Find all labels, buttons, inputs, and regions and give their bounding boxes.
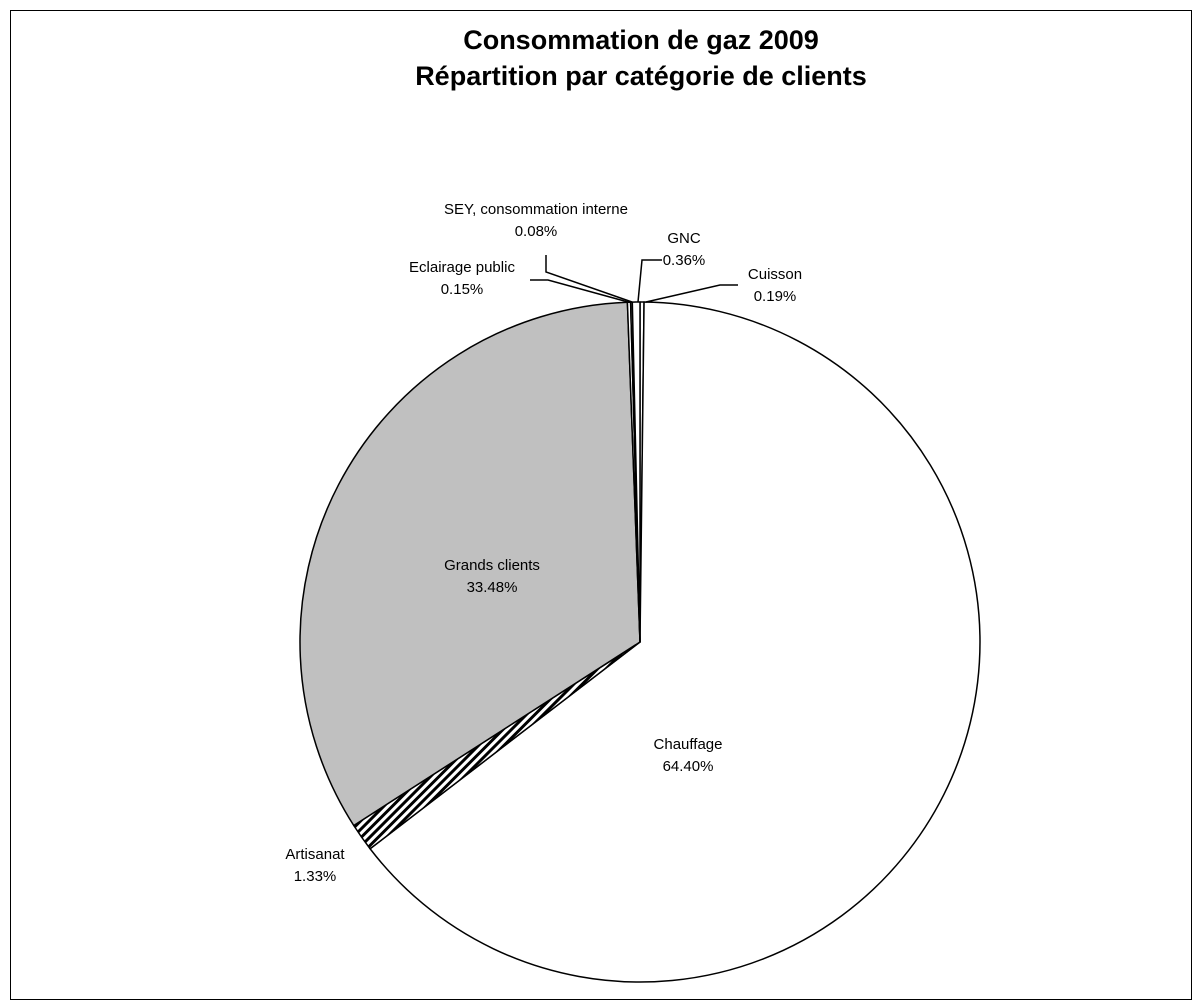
pie-slices [299, 301, 981, 983]
slice-value-sey-consommation-interne: 0.08% [515, 223, 558, 240]
leader-line-eclairage-public [530, 279, 629, 303]
slice-value-chauffage: 64.40% [663, 758, 714, 775]
slice-label-chauffage: Chauffage 64.40% [654, 736, 723, 775]
slice-category-chauffage: Chauffage [654, 736, 723, 753]
slice-label-gnc: GNC 0.36% [663, 230, 706, 269]
chart-title: Consommation de gaz 2009 [463, 25, 819, 55]
slice-value-gnc: 0.36% [663, 252, 706, 269]
leader-line-sey-consommation-interne [545, 255, 633, 303]
slice-label-grands-clients: Grands clients 33.48% [444, 557, 540, 596]
slice-category-grands-clients: Grands clients [444, 557, 540, 574]
pie-slice-grands-clients [299, 301, 641, 827]
slice-label-sey-consommation-interne: SEY, consommation interne 0.08% [444, 201, 628, 240]
slice-label-eclairage-public: Eclairage public 0.15% [409, 259, 515, 298]
chart-subtitle: Répartition par catégorie de clients [415, 61, 867, 91]
slice-labels: Cuisson 0.19% Chauffage 64.40% Artisanat 1.33… [285, 201, 802, 885]
slice-category-artisanat: Artisanat [285, 846, 345, 863]
leader-lines [530, 255, 738, 303]
slice-category-eclairage-public: Eclairage public [409, 259, 515, 276]
chart-title-block: Consommation de gaz 2009 Répartition par… [0, 22, 1200, 94]
slice-category-cuisson: Cuisson [748, 266, 802, 283]
leader-line-cuisson [645, 284, 738, 303]
slice-label-cuisson: Cuisson 0.19% [748, 266, 802, 305]
slice-label-artisanat: Artisanat 1.33% [285, 846, 345, 885]
slice-category-sey-consommation-interne: SEY, consommation interne [444, 201, 628, 218]
slice-value-grands-clients: 33.48% [467, 579, 518, 596]
slice-value-eclairage-public: 0.15% [441, 281, 484, 298]
pie-slice-gnc [631, 301, 641, 643]
slice-category-gnc: GNC [667, 230, 701, 247]
slice-value-cuisson: 0.19% [754, 288, 797, 305]
slice-value-artisanat: 1.33% [294, 868, 337, 885]
pie-slice-chauffage [369, 301, 981, 983]
leader-line-gnc [637, 259, 662, 303]
